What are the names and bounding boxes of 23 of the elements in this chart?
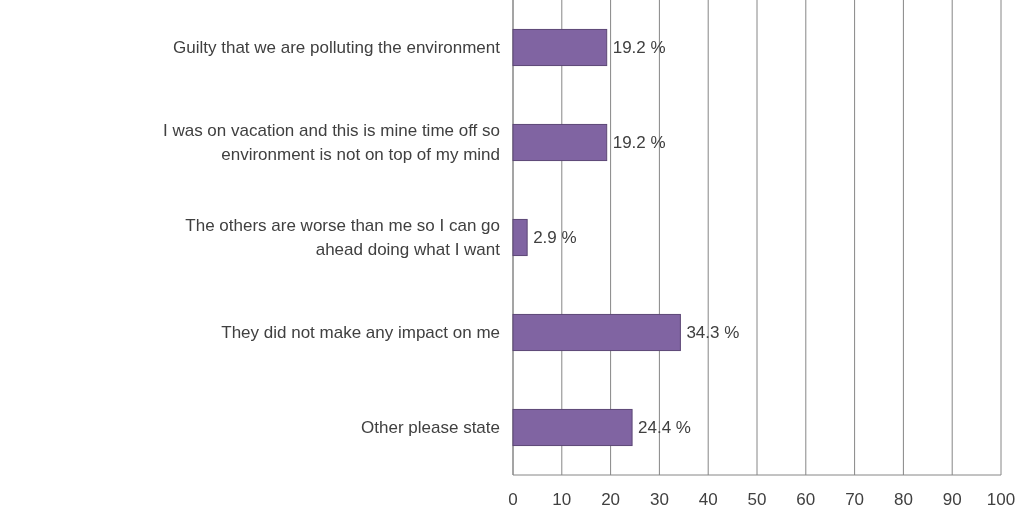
x-tick-label: 50 <box>747 490 767 509</box>
x-tick-label: 0 <box>508 490 518 509</box>
x-tick-label: 20 <box>601 490 621 509</box>
y-tick-label: I was on vacation and this is mine time off so environment is not on top of my mind <box>162 121 500 165</box>
y-tick-label: Other please state <box>361 418 500 438</box>
bar <box>512 123 608 162</box>
x-tick-label: 40 <box>698 490 718 509</box>
bar <box>512 408 633 447</box>
bar <box>512 218 528 257</box>
y-tick-label: They did not make any impact on me <box>221 323 500 343</box>
x-tick-label: 100 <box>986 490 1016 509</box>
data-label: 34.3 % <box>686 323 740 343</box>
x-tick-label: 90 <box>942 490 962 509</box>
y-tick-label: Guilty that we are polluting the environment <box>173 38 501 58</box>
x-tick-label: 80 <box>893 490 913 509</box>
data-label: 2.9 % <box>533 228 577 248</box>
bar <box>512 28 608 67</box>
x-tick-label: 30 <box>649 490 669 509</box>
x-tick-label: 10 <box>552 490 572 509</box>
x-tick-label: 70 <box>845 490 865 509</box>
x-tick-label: 60 <box>796 490 816 509</box>
bar <box>512 313 681 352</box>
y-tick-label: The others are worse than me so I can go ahead doing what I want <box>185 216 501 260</box>
